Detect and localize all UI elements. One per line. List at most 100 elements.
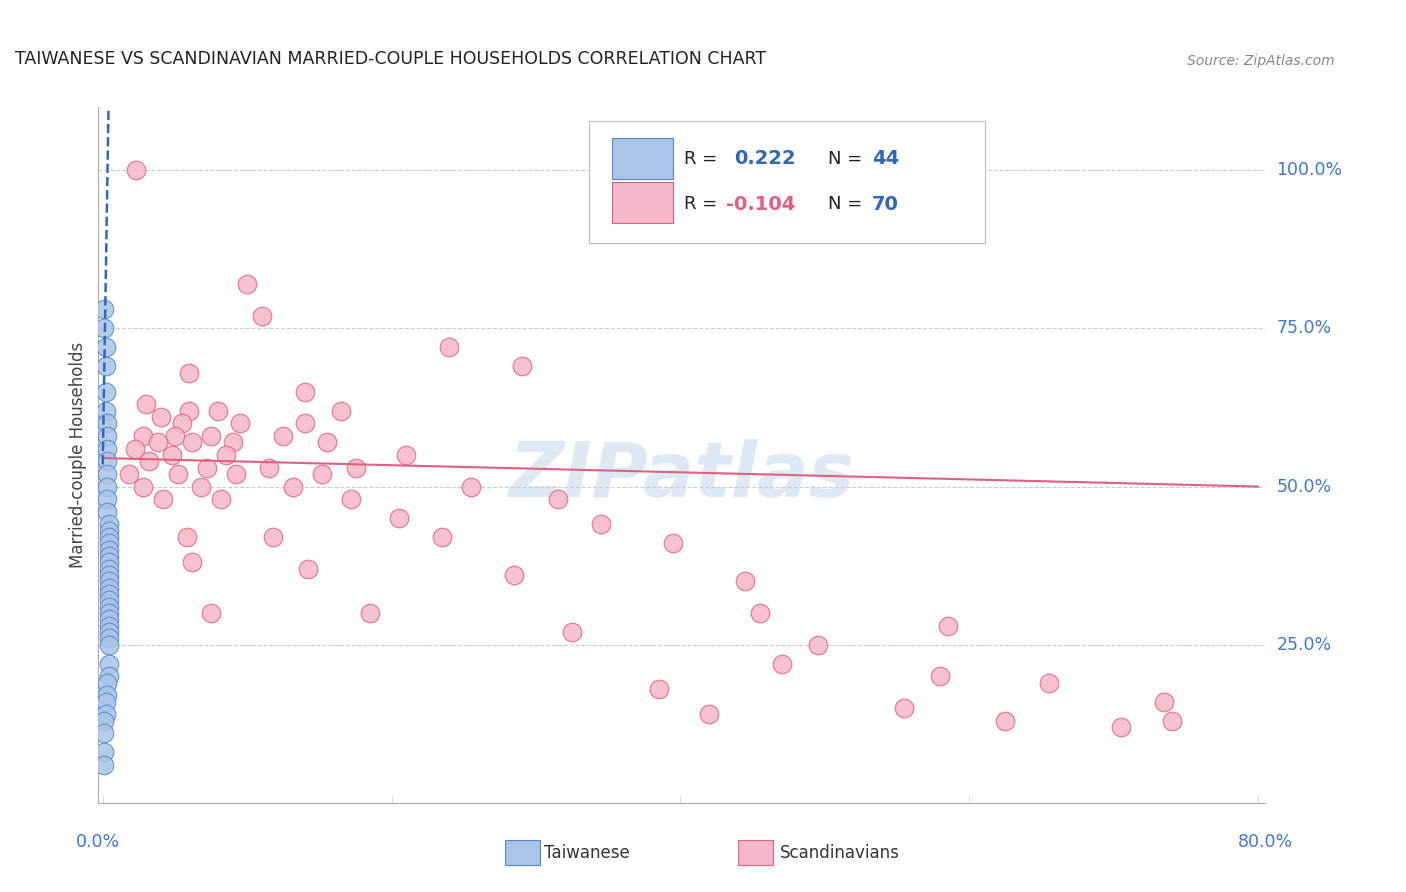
Text: Source: ZipAtlas.com: Source: ZipAtlas.com: [1187, 54, 1334, 68]
Point: [209, 492, 232, 507]
Point: [770, 657, 793, 671]
Point: [125, 163, 148, 178]
Text: N =: N =: [828, 195, 868, 213]
Point: [97, 612, 120, 626]
Point: [311, 467, 333, 481]
Point: [748, 606, 770, 620]
Text: 50.0%: 50.0%: [1277, 477, 1331, 496]
Point: [214, 448, 236, 462]
Point: [96, 688, 118, 702]
FancyBboxPatch shape: [505, 840, 540, 865]
Point: [229, 417, 252, 431]
FancyBboxPatch shape: [612, 138, 672, 179]
Text: R =: R =: [685, 150, 723, 168]
Point: [510, 359, 533, 374]
Point: [662, 536, 685, 550]
Point: [97, 574, 120, 589]
Point: [124, 442, 146, 456]
Point: [561, 625, 583, 640]
Text: 70: 70: [872, 195, 898, 214]
Point: [97, 549, 120, 563]
Point: [96, 417, 118, 431]
Point: [330, 403, 353, 417]
Point: [200, 606, 222, 620]
Point: [97, 593, 120, 607]
Point: [893, 701, 915, 715]
Point: [503, 568, 526, 582]
Point: [93, 726, 115, 740]
Text: R =: R =: [685, 195, 723, 213]
Point: [97, 618, 120, 632]
Point: [294, 417, 316, 431]
Point: [994, 714, 1017, 728]
Point: [176, 530, 198, 544]
Point: [152, 492, 174, 507]
Point: [97, 669, 120, 683]
Point: [648, 681, 671, 696]
Text: 75.0%: 75.0%: [1277, 319, 1331, 337]
Text: TAIWANESE VS SCANDINAVIAN MARRIED-COUPLE HOUSEHOLDS CORRELATION CHART: TAIWANESE VS SCANDINAVIAN MARRIED-COUPLE…: [15, 50, 766, 68]
Point: [96, 505, 118, 519]
Point: [181, 556, 204, 570]
Y-axis label: Married-couple Households: Married-couple Households: [69, 342, 87, 568]
Point: [97, 599, 120, 614]
Point: [388, 511, 411, 525]
Point: [172, 417, 194, 431]
Text: 80.0%: 80.0%: [1237, 833, 1294, 851]
Point: [589, 517, 612, 532]
Point: [97, 657, 120, 671]
Point: [96, 479, 118, 493]
Point: [257, 460, 280, 475]
Point: [97, 530, 120, 544]
Point: [190, 479, 212, 493]
Point: [93, 745, 115, 759]
Point: [138, 454, 160, 468]
Text: N =: N =: [828, 150, 868, 168]
Point: [97, 524, 120, 538]
Point: [195, 460, 218, 475]
Point: [146, 435, 169, 450]
Point: [430, 530, 453, 544]
Point: [699, 707, 721, 722]
Point: [160, 448, 183, 462]
Point: [1038, 675, 1060, 690]
Point: [118, 467, 141, 481]
Point: [1153, 695, 1175, 709]
Point: [93, 302, 115, 317]
Point: [179, 403, 201, 417]
Point: [166, 467, 188, 481]
Point: [207, 403, 229, 417]
Text: -0.104: -0.104: [727, 195, 796, 214]
Point: [936, 618, 959, 632]
Text: 44: 44: [872, 149, 900, 168]
Point: [181, 435, 204, 450]
Point: [439, 340, 461, 354]
FancyBboxPatch shape: [738, 840, 773, 865]
Point: [734, 574, 756, 589]
Point: [250, 309, 273, 323]
Point: [97, 568, 120, 582]
Point: [96, 429, 118, 443]
Point: [1109, 720, 1132, 734]
Point: [807, 638, 830, 652]
Point: [271, 429, 294, 443]
Point: [96, 454, 118, 468]
Point: [1160, 714, 1182, 728]
Point: [97, 638, 120, 652]
FancyBboxPatch shape: [612, 182, 672, 223]
Point: [132, 479, 155, 493]
Point: [283, 479, 305, 493]
Point: [200, 429, 222, 443]
Point: [149, 409, 172, 424]
Point: [359, 606, 381, 620]
Point: [262, 530, 284, 544]
Point: [97, 542, 120, 557]
Point: [96, 675, 118, 690]
Point: [222, 435, 245, 450]
Text: 0.222: 0.222: [734, 149, 796, 168]
Text: 100.0%: 100.0%: [1277, 161, 1343, 179]
Point: [93, 321, 115, 335]
Point: [132, 429, 155, 443]
Text: ZIPatlas: ZIPatlas: [509, 439, 855, 513]
Point: [225, 467, 247, 481]
